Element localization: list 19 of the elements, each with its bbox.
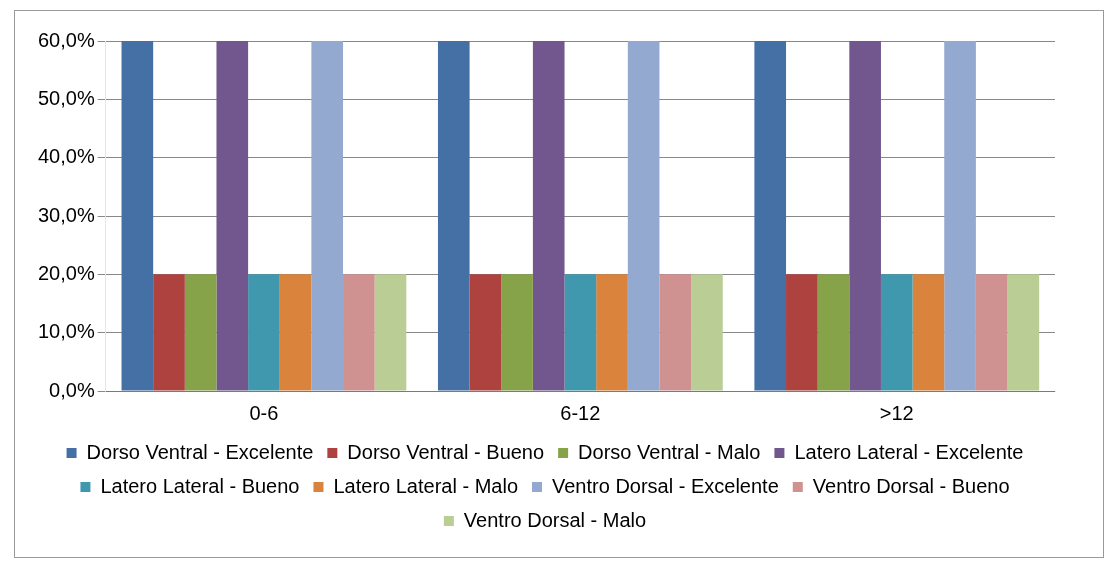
y-tick-label: 30,0% xyxy=(37,203,95,226)
legend-label: Dorso Ventral - Bueno xyxy=(347,440,545,463)
legend-label: Ventro Dorsal - Bueno xyxy=(812,474,1010,497)
y-tick-label: 60,0% xyxy=(37,28,95,51)
x-tick-label: >12 xyxy=(879,401,914,424)
legend-label: Latero Lateral - Excelente xyxy=(794,440,1024,463)
legend-label: Dorso Ventral - Malo xyxy=(578,440,761,463)
y-tick-label: 40,0% xyxy=(37,145,95,168)
y-tick-label: 10,0% xyxy=(37,320,95,343)
legend-label: Dorso Ventral - Excelente xyxy=(86,440,314,463)
legend-label: Latero Lateral - Bueno xyxy=(100,474,300,497)
y-tick-label: 50,0% xyxy=(37,86,95,109)
legend-label: Ventro Dorsal - Excelente xyxy=(552,474,779,497)
x-tick-label: 0-6 xyxy=(249,401,279,424)
y-tick-label: 20,0% xyxy=(37,261,95,284)
y-tick-label: 0,0% xyxy=(49,378,95,401)
legend-label: Latero Lateral - Malo xyxy=(333,474,519,497)
x-tick-label: 6-12 xyxy=(560,401,601,424)
legend-label: Ventro Dorsal - Malo xyxy=(463,508,647,531)
